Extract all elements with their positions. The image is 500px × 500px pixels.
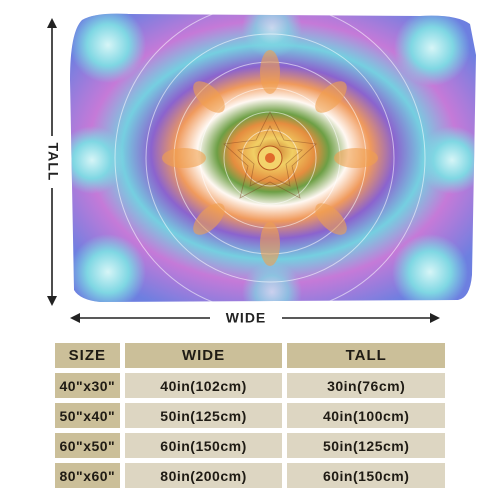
- tall-cell: 50in(125cm): [287, 433, 445, 458]
- tall-column-header: TALL: [287, 343, 445, 368]
- table-row: 50"x40" 50in(125cm) 40in(100cm): [55, 403, 445, 428]
- wide-cell: 50in(125cm): [124, 403, 283, 428]
- table-header-row: SIZE WIDE TALL: [55, 343, 445, 368]
- size-cell: 60"x50": [55, 433, 120, 458]
- size-chart-table: SIZE WIDE TALL 40"x30" 40in(102cm) 30in(…: [50, 338, 450, 493]
- size-cell: 80"x60": [55, 463, 120, 488]
- tall-dimension-arrow: [47, 18, 57, 306]
- size-cell: 50"x40": [55, 403, 120, 428]
- wide-cell: 60in(150cm): [124, 433, 283, 458]
- tall-cell: 60in(150cm): [287, 463, 445, 488]
- product-illustration: TALL WIDE: [45, 13, 476, 326]
- wide-dimension-arrow: [70, 313, 440, 323]
- tall-cell: 40in(100cm): [287, 403, 445, 428]
- table-row: 40"x30" 40in(102cm) 30in(76cm): [55, 373, 445, 398]
- tall-cell: 30in(76cm): [287, 373, 445, 398]
- blanket: [70, 13, 476, 302]
- table-row: 60"x50" 60in(150cm) 50in(125cm): [55, 433, 445, 458]
- size-cell: 40"x30": [55, 373, 120, 398]
- wide-cell: 80in(200cm): [124, 463, 283, 488]
- wide-column-header: WIDE: [124, 343, 283, 368]
- table-row: 80"x60" 80in(200cm) 60in(150cm): [55, 463, 445, 488]
- tall-label: TALL: [45, 143, 61, 182]
- wide-label: WIDE: [226, 310, 267, 326]
- size-column-header: SIZE: [55, 343, 120, 368]
- wide-cell: 40in(102cm): [124, 373, 283, 398]
